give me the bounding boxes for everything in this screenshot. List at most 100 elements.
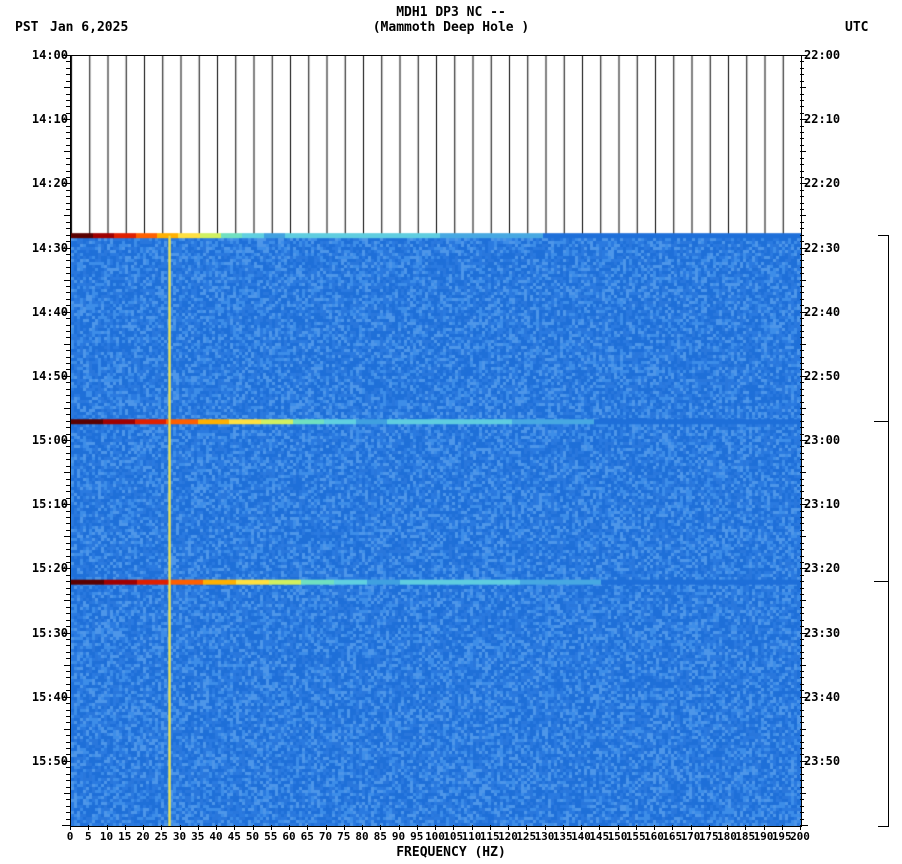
y-minor-tick	[66, 177, 70, 178]
y-minor-tick	[66, 434, 70, 435]
x-minor-tick	[271, 825, 272, 830]
x-tick-label: 120	[498, 830, 518, 843]
y-minor-tick	[800, 158, 804, 159]
y-tick-left-label: 15:10	[8, 498, 68, 510]
y-minor-tick	[800, 81, 804, 82]
y-minor-tick	[66, 305, 70, 306]
y-minor-tick	[64, 729, 70, 730]
y-minor-tick	[800, 729, 806, 730]
y-minor-tick	[66, 498, 70, 499]
y-minor-tick	[800, 639, 804, 640]
x-minor-tick	[581, 825, 582, 830]
y-tick-left-label: 14:30	[8, 242, 68, 254]
timezone-left: PST	[15, 20, 38, 35]
x-tick-label: 145	[589, 830, 609, 843]
x-tick-label: 35	[191, 830, 204, 843]
y-tick-right-label: 23:30	[804, 627, 840, 639]
x-tick-label: 175	[699, 830, 719, 843]
y-minor-tick	[800, 498, 804, 499]
y-tick-right-label: 23:50	[804, 755, 840, 767]
y-minor-tick	[800, 485, 804, 486]
x-tick-label: 15	[118, 830, 131, 843]
x-minor-tick	[618, 825, 619, 830]
y-minor-tick	[800, 183, 808, 184]
y-minor-tick	[66, 222, 70, 223]
y-minor-tick	[66, 292, 70, 293]
spectrogram-plot	[70, 55, 802, 827]
y-minor-tick	[800, 260, 804, 261]
y-minor-tick	[66, 754, 70, 755]
y-minor-tick	[66, 613, 70, 614]
x-minor-tick	[216, 825, 217, 830]
x-tick-label: 160	[644, 830, 664, 843]
y-minor-tick	[800, 504, 808, 505]
y-minor-tick	[66, 446, 70, 447]
date-label: Jan 6,2025	[50, 20, 128, 35]
y-minor-tick	[66, 196, 70, 197]
y-tick-right-label: 22:00	[804, 49, 840, 61]
y-minor-tick	[800, 395, 804, 396]
x-tick-label: 0	[67, 830, 74, 843]
y-minor-tick	[66, 395, 70, 396]
x-tick-label: 170	[681, 830, 701, 843]
y-minor-tick	[66, 209, 70, 210]
y-minor-tick	[66, 774, 70, 775]
x-tick-label: 155	[626, 830, 646, 843]
y-minor-tick	[66, 806, 70, 807]
y-minor-tick	[64, 87, 70, 88]
x-axis-label: FREQUENCY (HZ)	[396, 845, 506, 860]
x-minor-tick	[143, 825, 144, 830]
y-minor-tick	[64, 344, 70, 345]
y-minor-tick	[66, 132, 70, 133]
y-minor-tick	[66, 716, 70, 717]
x-minor-tick	[800, 825, 801, 830]
y-minor-tick	[800, 530, 804, 531]
x-tick-label: 50	[246, 830, 259, 843]
x-tick-label: 85	[374, 830, 387, 843]
y-minor-tick	[62, 376, 70, 377]
y-minor-tick	[800, 626, 804, 627]
y-minor-tick	[800, 402, 804, 403]
y-minor-tick	[66, 787, 70, 788]
y-minor-tick	[800, 665, 806, 666]
x-tick-label: 165	[662, 830, 682, 843]
y-minor-tick	[800, 806, 804, 807]
x-minor-tick	[435, 825, 436, 830]
y-minor-tick	[800, 132, 804, 133]
y-minor-tick	[800, 235, 804, 236]
y-minor-tick	[66, 126, 70, 127]
x-minor-tick	[764, 825, 765, 830]
y-minor-tick	[800, 106, 804, 107]
y-tick-right-label: 22:30	[804, 242, 840, 254]
x-minor-tick	[161, 825, 162, 830]
x-minor-tick	[672, 825, 673, 830]
x-tick-label: 10	[100, 830, 113, 843]
y-minor-tick	[66, 369, 70, 370]
y-minor-tick	[800, 331, 804, 332]
y-minor-tick	[66, 511, 70, 512]
y-minor-tick	[66, 517, 70, 518]
y-tick-left-label: 14:50	[8, 370, 68, 382]
y-minor-tick	[66, 671, 70, 672]
x-minor-tick	[307, 825, 308, 830]
y-minor-tick	[800, 357, 804, 358]
y-minor-tick	[800, 543, 804, 544]
y-minor-tick	[66, 703, 70, 704]
y-tick-right-label: 23:40	[804, 691, 840, 703]
y-minor-tick	[800, 735, 804, 736]
y-minor-tick	[66, 61, 70, 62]
y-minor-tick	[64, 215, 70, 216]
x-tick-label: 100	[425, 830, 445, 843]
y-minor-tick	[800, 472, 806, 473]
x-minor-tick	[545, 825, 546, 830]
x-minor-tick	[691, 825, 692, 830]
x-tick-label: 20	[136, 830, 149, 843]
y-minor-tick	[800, 716, 804, 717]
y-minor-tick	[66, 235, 70, 236]
y-minor-tick	[62, 183, 70, 184]
y-minor-tick	[800, 620, 804, 621]
y-minor-tick	[66, 94, 70, 95]
y-minor-tick	[66, 254, 70, 255]
y-minor-tick	[800, 68, 804, 69]
y-minor-tick	[800, 466, 804, 467]
